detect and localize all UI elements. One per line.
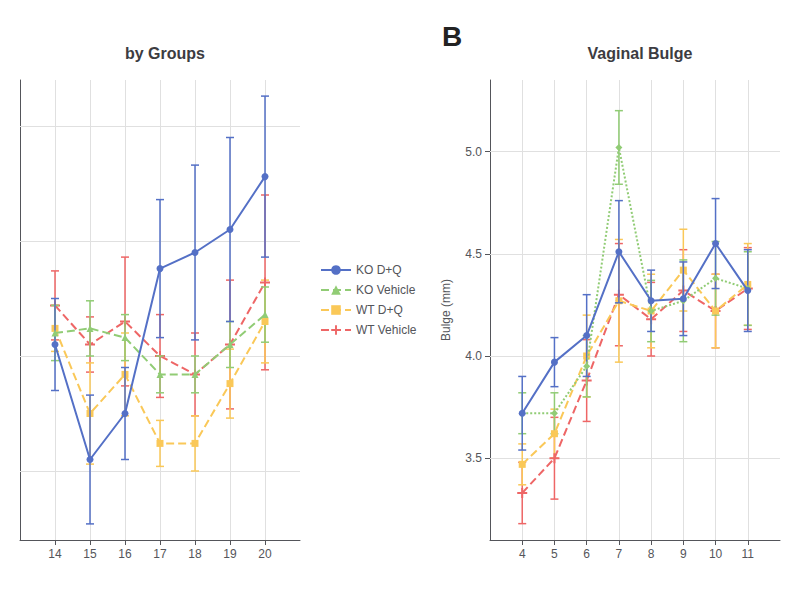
svg-text:KO D+Q: KO D+Q [356, 263, 402, 277]
svg-text:4.5: 4.5 [465, 247, 482, 261]
svg-text:KO Vehicle: KO Vehicle [356, 283, 416, 297]
svg-text:by Groups: by Groups [125, 45, 205, 62]
svg-text:4: 4 [519, 547, 526, 561]
svg-text:B: B [442, 21, 462, 52]
svg-text:WT D+Q: WT D+Q [356, 303, 403, 317]
svg-text:17: 17 [153, 547, 167, 561]
svg-text:3.5: 3.5 [465, 451, 482, 465]
svg-text:6: 6 [583, 547, 590, 561]
svg-text:9: 9 [680, 547, 687, 561]
svg-text:5: 5 [551, 547, 558, 561]
svg-text:WT Vehicle: WT Vehicle [356, 323, 417, 337]
svg-text:4.0: 4.0 [465, 349, 482, 363]
svg-text:Bulge (mm): Bulge (mm) [439, 279, 453, 341]
svg-text:14: 14 [48, 547, 62, 561]
svg-text:Vaginal Bulge: Vaginal Bulge [588, 45, 693, 62]
svg-text:18: 18 [188, 547, 202, 561]
svg-text:20: 20 [258, 547, 272, 561]
svg-text:10: 10 [709, 547, 723, 561]
svg-text:7: 7 [616, 547, 623, 561]
svg-text:5.0: 5.0 [465, 145, 482, 159]
svg-text:11: 11 [742, 547, 755, 561]
svg-text:16: 16 [118, 547, 132, 561]
svg-text:8: 8 [648, 547, 655, 561]
svg-text:15: 15 [83, 547, 97, 561]
svg-text:19: 19 [223, 547, 237, 561]
